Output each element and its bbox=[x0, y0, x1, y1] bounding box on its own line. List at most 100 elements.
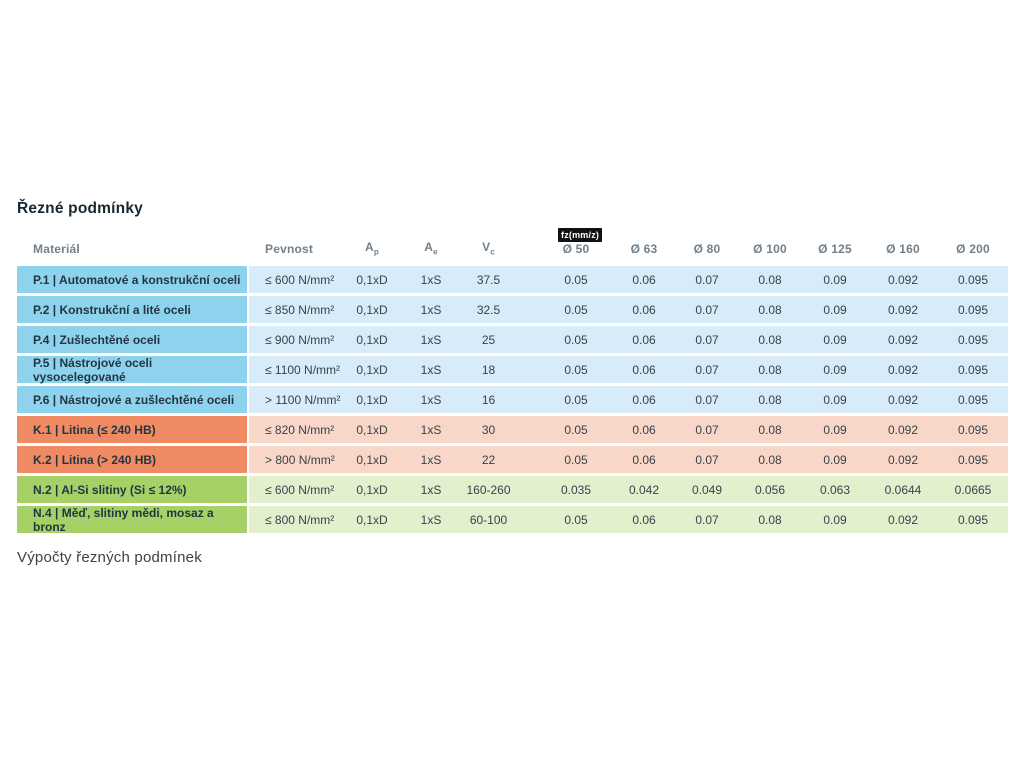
table-row: P.2 | Konstrukční a lité oceli ≤ 850 N/m… bbox=[17, 296, 1008, 323]
fz-d63-cell: 0.06 bbox=[612, 326, 676, 353]
ap-cell: 0,1xD bbox=[343, 506, 401, 533]
vc-cell: 32.5 bbox=[461, 296, 516, 323]
ap-cell: 0,1xD bbox=[343, 356, 401, 383]
column-header-ap: Ap bbox=[343, 240, 401, 266]
fz-d125-cell: 0.09 bbox=[802, 266, 868, 293]
ap-cell: 0,1xD bbox=[343, 296, 401, 323]
fz-d50-cell: 0.05 bbox=[516, 266, 612, 293]
ae-cell: 1xS bbox=[401, 416, 461, 443]
fz-d100-cell: 0.056 bbox=[738, 476, 802, 503]
column-header-pevnost: Pevnost bbox=[265, 242, 314, 256]
ae-cell: 1xS bbox=[401, 266, 461, 293]
ap-cell: 0,1xD bbox=[343, 476, 401, 503]
fz-d50-cell: 0.05 bbox=[516, 326, 612, 353]
fz-d63-cell: 0.06 bbox=[612, 446, 676, 473]
fz-d50-cell: 0.035 bbox=[516, 476, 612, 503]
ae-cell: 1xS bbox=[401, 356, 461, 383]
pevnost-cell: ≤ 820 N/mm² bbox=[249, 416, 343, 443]
vc-cell: 25 bbox=[461, 326, 516, 353]
fz-d80-cell: 0.07 bbox=[676, 506, 738, 533]
material-cell: P.6 | Nástrojové a zušlechtěné oceli bbox=[17, 386, 247, 413]
fz-d80-cell: 0.07 bbox=[676, 386, 738, 413]
fz-d160-cell: 0.092 bbox=[868, 506, 938, 533]
material-cell: P.2 | Konstrukční a lité oceli bbox=[17, 296, 247, 323]
fz-d125-cell: 0.09 bbox=[802, 446, 868, 473]
fz-d160-cell: 0.092 bbox=[868, 326, 938, 353]
table-row: P.6 | Nástrojové a zušlechtěné oceli > 1… bbox=[17, 386, 1008, 413]
column-header-d125: Ø 125 bbox=[818, 242, 852, 256]
cutting-conditions-table: Materiál Pevnost Ap Ae Vc fz(mm/z) Ø 50 … bbox=[17, 228, 1008, 536]
fz-d80-cell: 0.07 bbox=[676, 356, 738, 383]
pevnost-cell: ≤ 600 N/mm² bbox=[249, 266, 343, 293]
fz-d200-cell: 0.095 bbox=[938, 386, 1008, 413]
fz-d200-cell: 0.095 bbox=[938, 506, 1008, 533]
material-cell: P.4 | Zušlechtěné oceli bbox=[17, 326, 247, 353]
ap-cell: 0,1xD bbox=[343, 266, 401, 293]
fz-d63-cell: 0.06 bbox=[612, 296, 676, 323]
ae-cell: 1xS bbox=[401, 296, 461, 323]
fz-d63-cell: 0.06 bbox=[612, 386, 676, 413]
pevnost-cell: ≤ 900 N/mm² bbox=[249, 326, 343, 353]
fz-d100-cell: 0.08 bbox=[738, 296, 802, 323]
fz-d160-cell: 0.092 bbox=[868, 296, 938, 323]
calculations-link[interactable]: Výpočty řezných podmínek bbox=[17, 549, 202, 566]
fz-d200-cell: 0.095 bbox=[938, 446, 1008, 473]
ap-cell: 0,1xD bbox=[343, 446, 401, 473]
fz-d100-cell: 0.08 bbox=[738, 506, 802, 533]
pevnost-cell: ≤ 800 N/mm² bbox=[249, 506, 343, 533]
column-header-d200: Ø 200 bbox=[956, 242, 990, 256]
pevnost-cell: ≤ 600 N/mm² bbox=[249, 476, 343, 503]
fz-d160-cell: 0.092 bbox=[868, 386, 938, 413]
fz-d160-cell: 0.092 bbox=[868, 446, 938, 473]
vc-cell: 18 bbox=[461, 356, 516, 383]
fz-d125-cell: 0.09 bbox=[802, 386, 868, 413]
fz-d200-cell: 0.0665 bbox=[938, 476, 1008, 503]
table-row: N.4 | Měď, slitiny mědi, mosaz a bronz ≤… bbox=[17, 506, 1008, 534]
column-header-material: Materiál bbox=[33, 242, 80, 256]
pevnost-cell: > 800 N/mm² bbox=[249, 446, 343, 473]
fz-d63-cell: 0.042 bbox=[612, 476, 676, 503]
fz-d80-cell: 0.07 bbox=[676, 416, 738, 443]
fz-d80-cell: 0.07 bbox=[676, 266, 738, 293]
fz-d50-cell: 0.05 bbox=[516, 296, 612, 323]
ap-sub: p bbox=[373, 247, 379, 256]
fz-d50-cell: 0.05 bbox=[516, 506, 612, 533]
vc-cell: 22 bbox=[461, 446, 516, 473]
material-cell: K.2 | Litina (> 240 HB) bbox=[17, 446, 247, 473]
ae-cell: 1xS bbox=[401, 446, 461, 473]
fz-d80-cell: 0.07 bbox=[676, 296, 738, 323]
fz-d200-cell: 0.095 bbox=[938, 416, 1008, 443]
table-row: P.4 | Zušlechtěné oceli ≤ 900 N/mm² 0,1x… bbox=[17, 326, 1008, 353]
pevnost-cell: > 1100 N/mm² bbox=[249, 386, 343, 413]
ae-cell: 1xS bbox=[401, 386, 461, 413]
fz-d100-cell: 0.08 bbox=[738, 356, 802, 383]
fz-d50-cell: 0.05 bbox=[516, 416, 612, 443]
table-body: P.1 | Automatové a konstrukční oceli ≤ 6… bbox=[17, 266, 1008, 534]
table-row: K.1 | Litina (≤ 240 HB) ≤ 820 N/mm² 0,1x… bbox=[17, 416, 1008, 443]
fz-d200-cell: 0.095 bbox=[938, 266, 1008, 293]
column-header-ae: Ae bbox=[401, 240, 461, 266]
fz-d160-cell: 0.092 bbox=[868, 356, 938, 383]
fz-d100-cell: 0.08 bbox=[738, 326, 802, 353]
material-cell: N.4 | Měď, slitiny mědi, mosaz a bronz bbox=[17, 506, 247, 534]
column-header-d63: Ø 63 bbox=[630, 242, 658, 256]
d50-label: Ø 50 bbox=[562, 242, 590, 256]
fz-d63-cell: 0.06 bbox=[612, 506, 676, 533]
pevnost-cell: ≤ 1100 N/mm² bbox=[249, 356, 343, 383]
fz-d63-cell: 0.06 bbox=[612, 266, 676, 293]
fz-d50-cell: 0.05 bbox=[516, 356, 612, 383]
material-cell: N.2 | Al-Si slitiny (Si ≤ 12%) bbox=[17, 476, 247, 503]
column-header-vc: Vc bbox=[461, 240, 516, 266]
fz-d125-cell: 0.09 bbox=[802, 296, 868, 323]
page-title: Řezné podmínky bbox=[17, 200, 143, 217]
fz-d100-cell: 0.08 bbox=[738, 386, 802, 413]
fz-d125-cell: 0.09 bbox=[802, 506, 868, 533]
vc-cell: 37.5 bbox=[461, 266, 516, 293]
column-header-d160: Ø 160 bbox=[886, 242, 920, 256]
fz-d200-cell: 0.095 bbox=[938, 356, 1008, 383]
fz-d160-cell: 0.0644 bbox=[868, 476, 938, 503]
pevnost-cell: ≤ 850 N/mm² bbox=[249, 296, 343, 323]
vc-base: V bbox=[482, 239, 491, 254]
fz-d63-cell: 0.06 bbox=[612, 416, 676, 443]
material-cell: P.5 | Nástrojové oceli vysocelegované bbox=[17, 356, 247, 384]
